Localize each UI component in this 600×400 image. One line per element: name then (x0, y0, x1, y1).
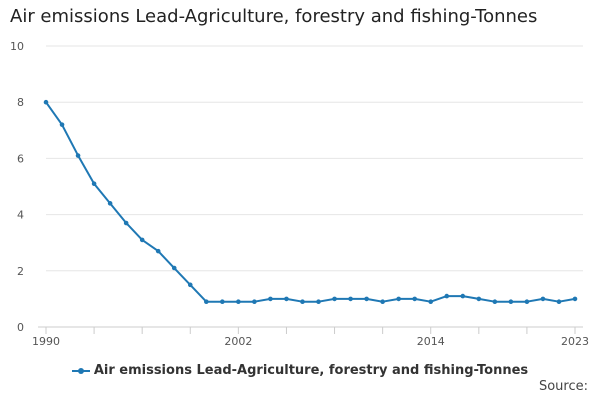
data-point-1995 (123, 220, 129, 226)
data-point-1998 (171, 265, 177, 271)
data-point-1992 (75, 153, 81, 158)
data-point-1994 (107, 201, 113, 206)
legend-line-marker-icon (71, 366, 90, 376)
y-tick-label-10: 10 (10, 40, 24, 53)
data-point-1996 (139, 237, 145, 243)
x-tick-label-1990: 1990 (32, 335, 60, 348)
data-point-1991 (59, 122, 65, 127)
data-point-2015 (444, 293, 450, 299)
series-line-0 (45, 101, 576, 303)
data-point-2009 (348, 296, 353, 302)
y-tick-label-6: 6 (17, 152, 24, 165)
data-point-2017 (476, 296, 482, 302)
data-point-2000 (204, 299, 209, 305)
data-point-2013 (412, 296, 417, 302)
data-point-2021 (540, 296, 546, 302)
data-point-1993 (91, 181, 97, 186)
legend-label: Air emissions Lead-Agriculture, forestry… (93, 363, 529, 378)
data-point-2018 (492, 299, 498, 305)
y-tick-label-2: 2 (17, 265, 24, 278)
data-point-2010 (364, 296, 369, 302)
y-tick-label-0: 0 (17, 321, 24, 334)
y-tick-label-4: 4 (17, 209, 24, 222)
data-point-2001 (220, 299, 225, 305)
data-point-2023 (572, 296, 578, 302)
x-tick-label-2002: 2002 (224, 335, 252, 348)
data-point-1990 (43, 99, 49, 105)
x-tick-label-2014: 2014 (417, 335, 445, 348)
data-point-2002 (236, 299, 241, 305)
data-point-1999 (187, 282, 193, 288)
data-point-2020 (524, 299, 530, 305)
x-tick-label-2023: 2023 (561, 335, 589, 348)
data-point-2008 (332, 296, 337, 302)
data-point-2012 (396, 296, 401, 302)
data-point-2011 (380, 299, 385, 305)
data-point-2014 (428, 299, 434, 305)
data-point-2019 (508, 299, 514, 305)
data-point-2003 (252, 299, 257, 305)
data-point-2007 (316, 299, 321, 305)
data-point-2004 (268, 296, 273, 302)
y-tick-label-8: 8 (17, 96, 24, 109)
legend[interactable]: Air emissions Lead-Agriculture, forestry… (0, 363, 600, 378)
chart-title: Air emissions Lead-Agriculture, forestry… (10, 6, 538, 27)
data-point-1997 (155, 248, 161, 254)
data-point-2022 (556, 299, 562, 305)
data-point-2016 (460, 293, 466, 299)
source-label: Source: (538, 379, 588, 394)
data-point-2005 (284, 296, 289, 302)
data-point-2006 (300, 299, 305, 305)
